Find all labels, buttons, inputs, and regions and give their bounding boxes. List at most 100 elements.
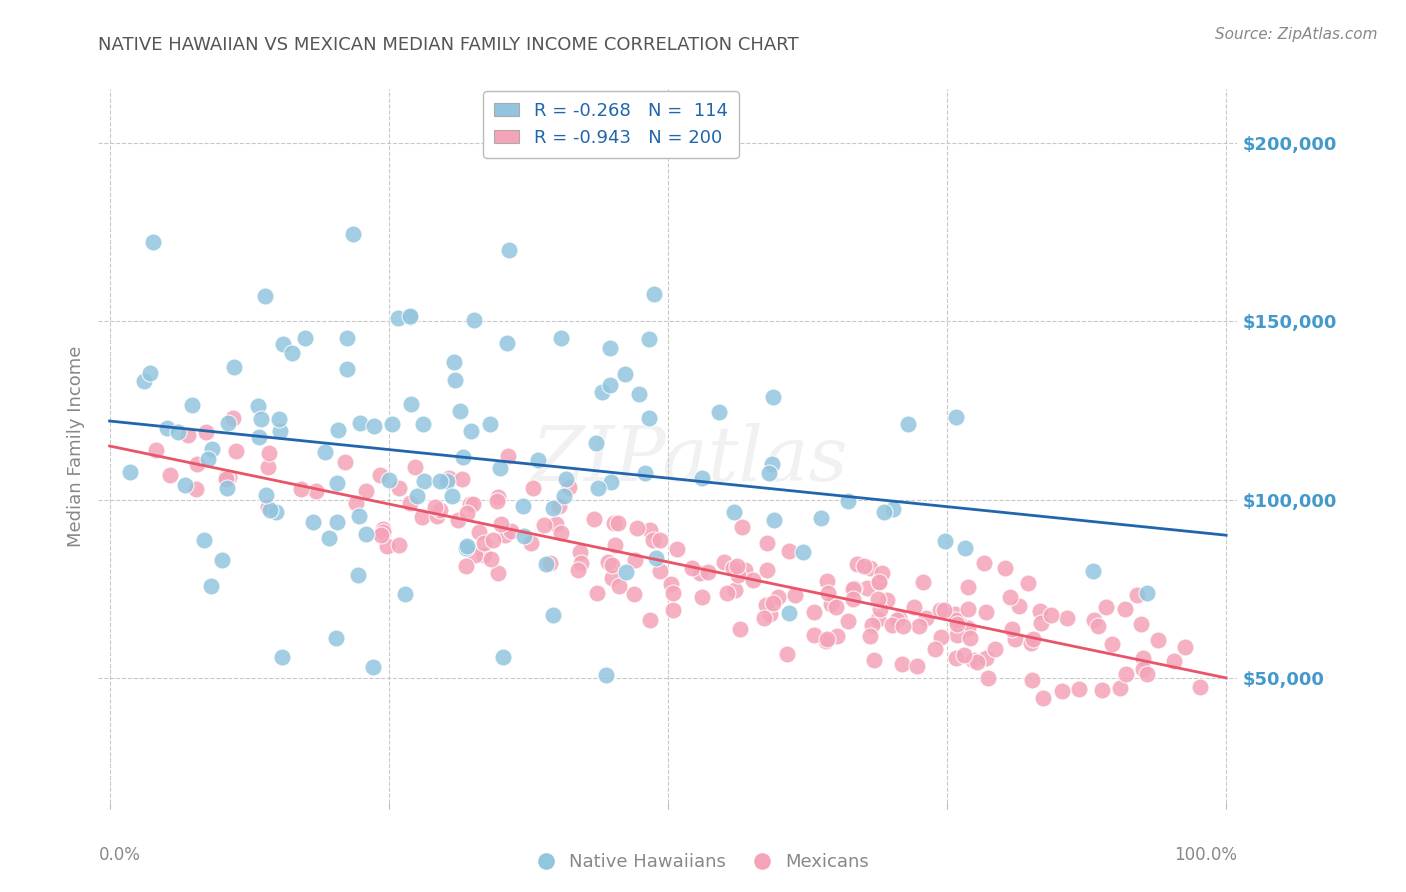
Point [825,629,848,643]
Point [605,538,627,552]
Point [690,471,713,485]
Point [1108,681,1130,695]
Point [513,529,536,543]
Point [614,565,637,579]
Point [1101,637,1123,651]
Point [443,373,465,387]
Point [602,572,624,586]
Point [399,397,422,411]
Point [762,513,785,527]
Point [361,660,384,674]
Point [463,313,485,327]
Point [607,516,630,530]
Point [294,331,316,345]
Point [217,416,239,430]
Point [659,577,682,591]
Point [1132,650,1154,665]
Point [426,509,449,524]
Text: ZIPatlas: ZIPatlas [533,424,849,497]
Point [305,484,328,499]
Point [946,628,969,642]
Point [356,483,378,498]
Legend: Native Hawaiians, Mexicans: Native Hawaiians, Mexicans [530,847,876,879]
Point [512,499,534,513]
Point [643,287,665,301]
Point [755,535,778,549]
Point [984,642,1007,657]
Point [761,457,783,471]
Point [1130,616,1153,631]
Point [451,450,474,465]
Point [595,668,617,682]
Point [492,649,515,664]
Point [758,467,780,481]
Point [333,454,356,468]
Point [267,412,290,426]
Point [762,595,785,609]
Point [388,538,411,552]
Point [966,655,988,669]
Text: NATIVE HAWAIIAN VS MEXICAN MEDIAN FAMILY INCOME CORRELATION CHART: NATIVE HAWAIIAN VS MEXICAN MEDIAN FAMILY… [98,36,799,54]
Point [259,503,281,517]
Point [623,587,645,601]
Point [558,479,581,493]
Point [184,483,207,497]
Point [373,524,395,539]
Point [404,460,426,475]
Point [472,536,495,550]
Point [755,598,778,612]
Point [554,472,576,486]
Point [441,489,464,503]
Point [690,590,713,604]
Point [723,505,745,519]
Point [474,548,496,562]
Point [314,445,336,459]
Point [624,553,647,567]
Point [945,651,967,665]
Point [486,566,509,580]
Point [600,558,623,573]
Point [280,346,302,360]
Point [520,536,543,550]
Point [837,614,859,628]
Point [201,442,224,456]
Point [725,559,748,574]
Point [436,474,458,488]
Point [454,559,477,574]
Point [943,607,966,621]
Point [218,470,240,484]
Point [486,493,509,508]
Point [388,481,411,495]
Point [956,580,979,594]
Point [460,424,482,438]
Point [1163,653,1185,667]
Point [873,505,896,519]
Point [156,421,179,435]
Point [886,614,908,628]
Point [458,497,481,511]
Point [132,374,155,388]
Point [467,525,489,540]
Point [945,613,967,627]
Point [447,513,470,527]
Point [336,362,359,376]
Point [681,561,703,575]
Point [1039,608,1062,623]
Point [803,605,825,619]
Point [928,603,950,617]
Point [586,481,609,495]
Point [713,555,735,569]
Point [354,527,377,541]
Point [394,587,416,601]
Point [945,410,967,425]
Point [844,581,866,595]
Point [567,563,589,577]
Point [217,482,239,496]
Point [973,557,995,571]
Point [302,515,325,529]
Point [582,512,605,526]
Point [815,632,838,646]
Point [1136,666,1159,681]
Point [264,505,287,519]
Point [486,490,509,504]
